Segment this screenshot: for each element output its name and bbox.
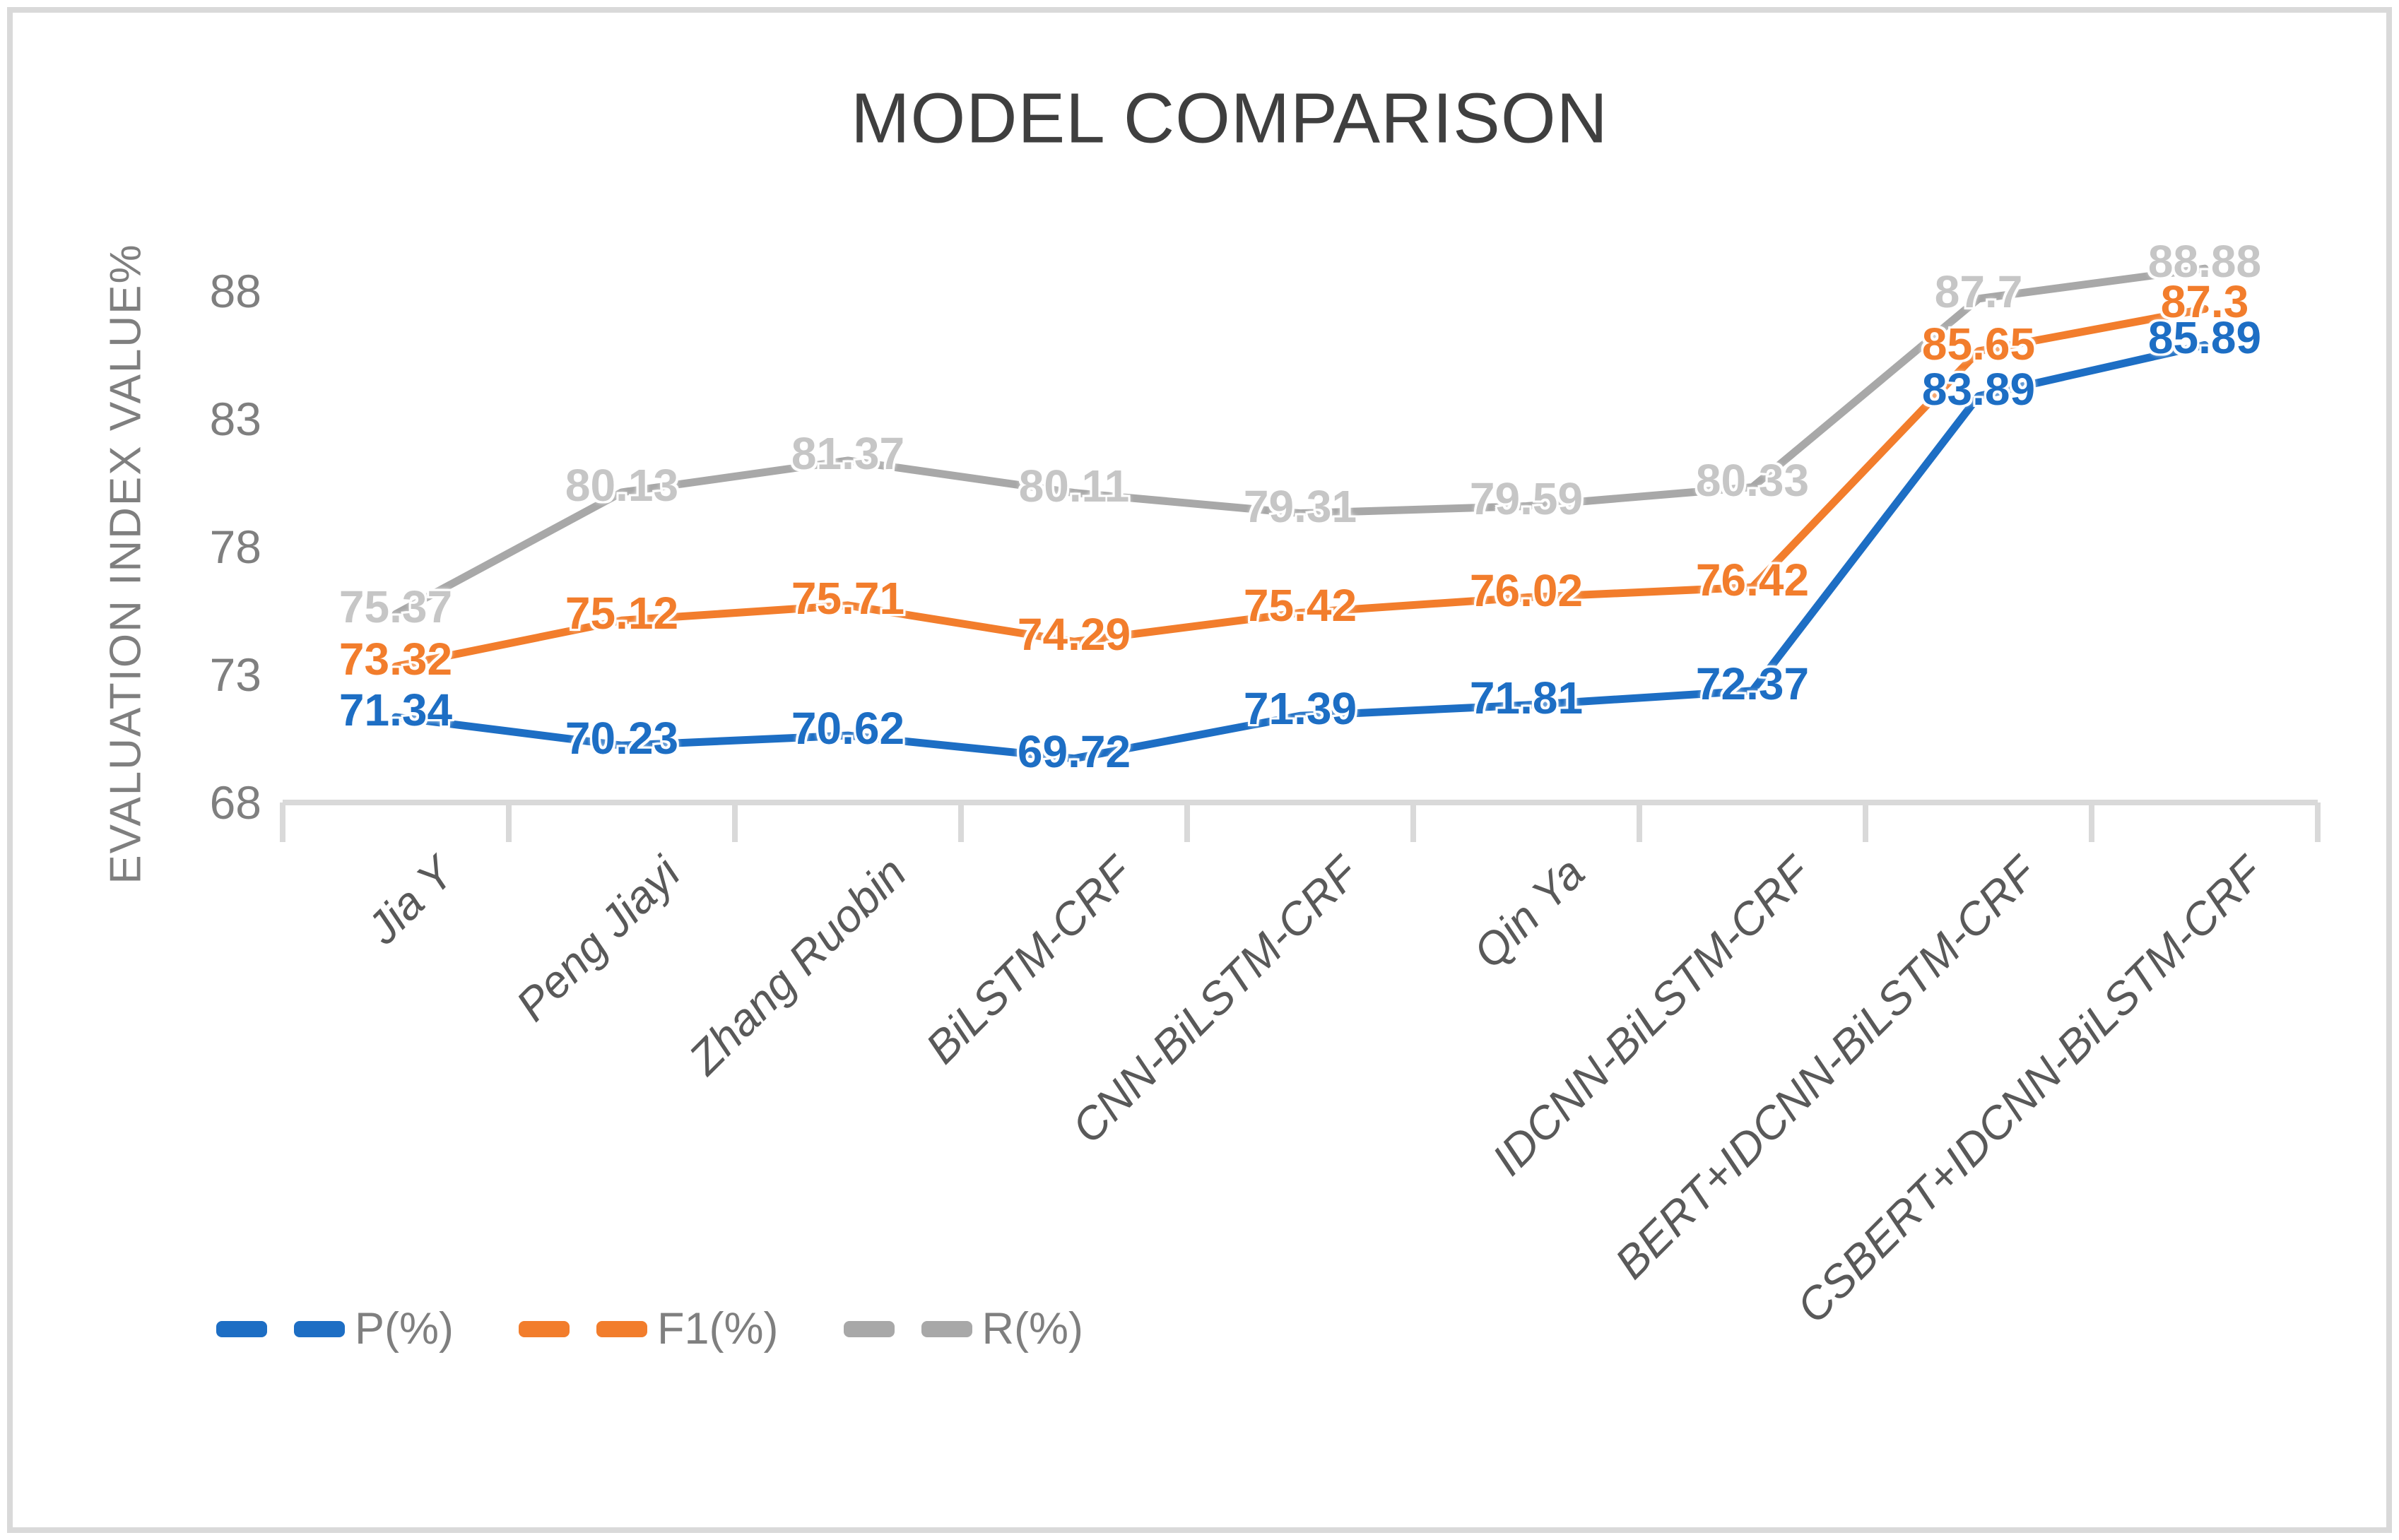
data-label-R(%): 80.11 (1018, 460, 1130, 511)
data-label-F1(%): 74.29 (1017, 609, 1131, 661)
series-line-P(%) (391, 340, 2209, 763)
legend-dash-icon (596, 1321, 647, 1337)
legend-dash-icon (216, 1321, 267, 1337)
data-label-P(%): 70.23 (565, 713, 679, 764)
legend-dash-icon (843, 1321, 895, 1337)
series-line-R(%) (391, 264, 2209, 618)
chart-frame: MODEL COMPARISON EVALUATION INDEX VALUE%… (7, 7, 2392, 1533)
data-label-F1(%): 75.42 (1243, 580, 1357, 632)
series-line-F1(%) (391, 304, 2209, 670)
legend-item-F1(%): F1(%) (519, 1307, 779, 1351)
data-label-F1(%): 75.71 (791, 572, 905, 624)
data-label-F1(%): 75.12 (565, 588, 679, 639)
chart-canvas: MODEL COMPARISON EVALUATION INDEX VALUE%… (13, 13, 2386, 1527)
legend-item-R(%): R(%) (843, 1304, 1083, 1354)
legend-label: F1(%) (657, 1304, 779, 1354)
data-label-P(%): 72.37 (1695, 658, 1810, 709)
data-label-F1(%): 85.65 (1921, 319, 2036, 370)
y-axis-tick-label: 68 (209, 776, 261, 829)
data-label-R(%): 87.7 (1934, 266, 2023, 317)
data-label-P(%): 71.34 (338, 685, 453, 736)
y-axis-tick-label: 73 (209, 648, 261, 701)
legend-dash-icon (519, 1321, 570, 1337)
legend-dash-icon (921, 1321, 972, 1337)
data-label-F1(%): 76.42 (1695, 555, 1810, 606)
data-label-F1(%): 76.02 (1469, 564, 1584, 616)
y-axis-tick-label: 88 (209, 265, 261, 317)
data-label-P(%): 71.39 (1243, 683, 1357, 735)
legend-key-icon (519, 1321, 647, 1337)
data-label-P(%): 69.72 (1017, 725, 1131, 777)
plot-area (280, 264, 2321, 842)
data-label-F1(%): 87.3 (2160, 276, 2249, 328)
data-label-R(%): 80.13 (565, 459, 679, 511)
legend-label: R(%) (982, 1304, 1083, 1354)
legend-key-icon (216, 1321, 345, 1337)
data-label-R(%): 80.33 (1695, 454, 1810, 506)
data-label-P(%): 85.89 (2147, 312, 2262, 364)
data-label-P(%): 70.62 (791, 703, 905, 754)
data-label-P(%): 71.81 (1469, 673, 1584, 724)
legend-label: P(%) (355, 1304, 454, 1354)
y-axis-tick-label: 83 (209, 393, 261, 445)
data-label-R(%): 79.59 (1469, 473, 1584, 525)
data-label-P(%): 83.89 (1921, 363, 2036, 415)
data-label-R(%): 88.88 (2147, 236, 2262, 288)
data-label-R(%): 79.31 (1243, 480, 1357, 532)
legend-dash-icon (294, 1321, 345, 1337)
data-label-R(%): 75.37 (338, 581, 453, 633)
legend: P(%) F1(%) R(%) (216, 1307, 1083, 1351)
chart-title: MODEL COMPARISON (851, 78, 1608, 158)
legend-item-P(%): P(%) (216, 1307, 454, 1351)
data-label-F1(%): 73.32 (338, 634, 453, 685)
legend-key-icon (843, 1321, 972, 1337)
data-label-R(%): 81.37 (791, 428, 905, 479)
y-axis-tick-label: 78 (209, 521, 261, 573)
